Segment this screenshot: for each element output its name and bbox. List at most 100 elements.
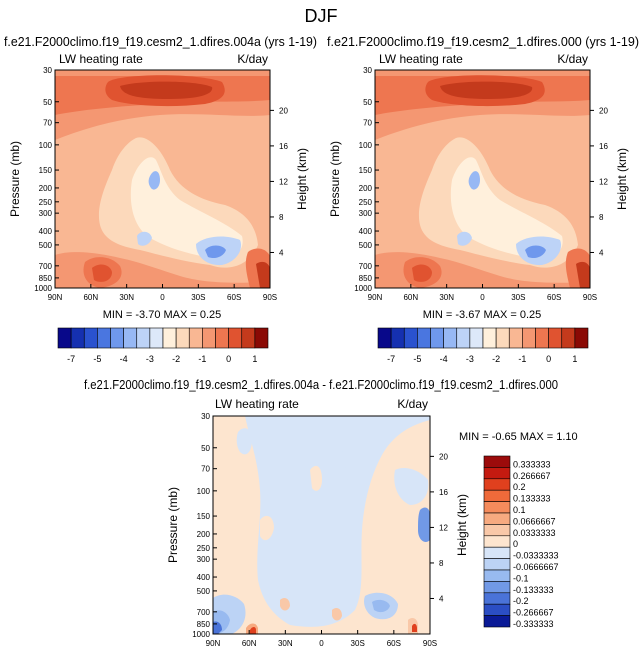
- colorbar-b-swatch: [482, 327, 497, 349]
- panel-c-contour-field: [213, 416, 430, 634]
- panel-a-height-tick-label: 20: [279, 106, 288, 115]
- panel-b-pressure-tick-label: 50: [363, 98, 372, 107]
- panel-a-x-tick-label: 90N: [48, 293, 63, 302]
- colorbar-c-label: -0.133333: [513, 585, 554, 595]
- colorbar-c-swatch: [483, 569, 511, 582]
- colorbar-b-label: -1: [518, 354, 526, 364]
- panel-c-x-tick-label: 30N: [278, 639, 293, 648]
- panel-a-pressure-tick-label: 700: [39, 262, 53, 271]
- colorbar-b-swatch: [390, 327, 405, 349]
- colorbar-c-swatch: [483, 489, 511, 502]
- main-title: DJF: [305, 6, 338, 26]
- colorbar-b-label: -7: [387, 354, 395, 364]
- colorbar-c-swatch: [483, 524, 511, 537]
- panel-c-height-tick-label: 8: [439, 559, 444, 568]
- colorbar-b-swatch: [403, 327, 418, 349]
- panel-c-pressure-tick-label: 1000: [192, 630, 210, 639]
- panel-b-x-tick-label: 30N: [439, 293, 454, 302]
- panel-b-height-tick-label: 4: [599, 248, 604, 257]
- colorbar-c-label: -0.266667: [513, 608, 554, 618]
- colorbar-b-swatch: [430, 327, 444, 349]
- panel-c-pressure-tick-label: 850: [197, 620, 211, 629]
- colorbar-a-swatch: [149, 327, 164, 349]
- panel-a-pressure-tick-label: 300: [39, 209, 53, 218]
- panel-a-pressure-tick-label: 850: [39, 274, 53, 283]
- panel-a-pressure-tick-label: 200: [39, 184, 53, 193]
- colorbar-a-swatch: [70, 327, 85, 349]
- panel-a-pressure-tick-label: 1000: [34, 284, 52, 293]
- colorbar-b-label: -5: [413, 354, 421, 364]
- panel-c-pressure-tick-label: 700: [197, 608, 211, 617]
- colorbar-a-label: -4: [120, 354, 128, 364]
- colorbar-c-swatch: [483, 501, 511, 514]
- colorbar-panel-b: -7 -5 -4 -3 -2 -1 0 1: [377, 327, 589, 364]
- colorbar-a-label: -5: [93, 354, 101, 364]
- panel-c-unit-label: K/day: [397, 397, 428, 411]
- colorbar-a-label: 0: [226, 354, 231, 364]
- panel-b-contour-field: [375, 70, 590, 288]
- colorbar-b-swatch: [522, 327, 536, 349]
- panel-a-min-max: MIN = -3.70 MAX = 0.25: [103, 309, 222, 321]
- panel-a-pressure-tick-label: 400: [39, 227, 53, 236]
- panel-b-x-tick-label: 30S: [511, 293, 525, 302]
- colorbar-a-swatch: [254, 327, 269, 349]
- panel-a-x-tick-label: 30S: [191, 293, 205, 302]
- panel-c-height-tick-label: 12: [439, 523, 448, 532]
- colorbar-a-swatch: [136, 327, 151, 349]
- panel-b-x-tick-label: 0: [480, 293, 485, 302]
- colorbar-a-swatch: [123, 327, 138, 349]
- colorbar-a-label: -1: [198, 354, 206, 364]
- colorbar-c-swatch: [483, 467, 511, 480]
- colorbar-b-swatch: [548, 327, 563, 349]
- panel-c-pressure-tick-label: 200: [197, 530, 211, 539]
- colorbar-a-swatch: [188, 327, 203, 349]
- colorbar-c-label: 0.0333333: [513, 528, 556, 538]
- colorbar-c-swatch: [483, 512, 511, 525]
- panel-c-pressure-tick-label: 250: [197, 544, 211, 553]
- panel-b-height-tick-label: 12: [599, 177, 608, 186]
- panel-b-pressure-tick-label: 400: [359, 227, 373, 236]
- colorbar-a-swatch: [110, 327, 124, 349]
- panel-c-x-tick-label: 90S: [423, 639, 437, 648]
- panel-b-height-tick-label: 20: [599, 106, 608, 115]
- colorbar-c-swatch: [483, 603, 511, 616]
- panel-a-pressure-tick-label: 70: [43, 119, 52, 128]
- colorbar-b-label: -3: [466, 354, 474, 364]
- panel-a-x-tick-label: 30N: [119, 293, 134, 302]
- panel-a-x-tick-label: 90S: [263, 293, 277, 302]
- panel-b-x-tick-label: 90N: [368, 293, 383, 302]
- colorbar-a-swatch: [215, 327, 229, 349]
- colorbar-a-swatch: [228, 327, 243, 349]
- colorbar-panel-a: -7 -5 -4 -3 -2 -1 0 1: [57, 327, 269, 364]
- panel-c-y2-axis-title: Height (km): [455, 494, 469, 556]
- colorbar-c-label: 0: [513, 539, 518, 549]
- colorbar-b-swatch: [469, 327, 484, 349]
- panel-b-pressure-tick-label: 100: [359, 141, 373, 150]
- panel-b-pressure-tick-label: 300: [359, 209, 373, 218]
- panel-a-height-tick-label: 4: [279, 248, 284, 257]
- colorbar-c-swatch: [483, 455, 511, 468]
- panel-c-x-tick-label: 30S: [351, 639, 365, 648]
- panel-b-pressure-tick-label: 850: [359, 274, 373, 283]
- panel-c-min-max: MIN = -0.65 MAX = 1.10: [459, 431, 578, 443]
- panel-a-contour-field: [55, 70, 270, 288]
- colorbar-b-label: 1: [572, 354, 577, 364]
- colorbar-b-swatch: [456, 327, 471, 349]
- panel-c-variable-label: LW heating rate: [215, 397, 299, 411]
- colorbar-c-swatch: [483, 581, 511, 594]
- panel-b-height-tick-label: 16: [599, 142, 608, 151]
- colorbar-b-label: -2: [492, 354, 500, 364]
- colorbar-b-swatch: [377, 327, 392, 349]
- panel-b-y2-axis-title: Height (km): [615, 148, 629, 210]
- colorbar-a-swatch: [202, 327, 216, 349]
- panel-b-x-tick-label: 90S: [583, 293, 597, 302]
- colorbar-a-label: -2: [172, 354, 180, 364]
- panel-c-x-tick-label: 60N: [242, 639, 257, 648]
- colorbar-a-label: -3: [146, 354, 154, 364]
- colorbar-b-swatch: [417, 327, 431, 349]
- panel-b-min-max: MIN = -3.67 MAX = 0.25: [423, 309, 542, 321]
- panel-b-pressure-tick-label: 250: [359, 198, 373, 207]
- panel-b-pressure-tick-label: 1000: [354, 284, 372, 293]
- panel-c-pressure-tick-label: 50: [201, 444, 210, 453]
- panel-b: f.e21.F2000climo.f19_f19.cesm2_1.dfires.…: [327, 35, 639, 321]
